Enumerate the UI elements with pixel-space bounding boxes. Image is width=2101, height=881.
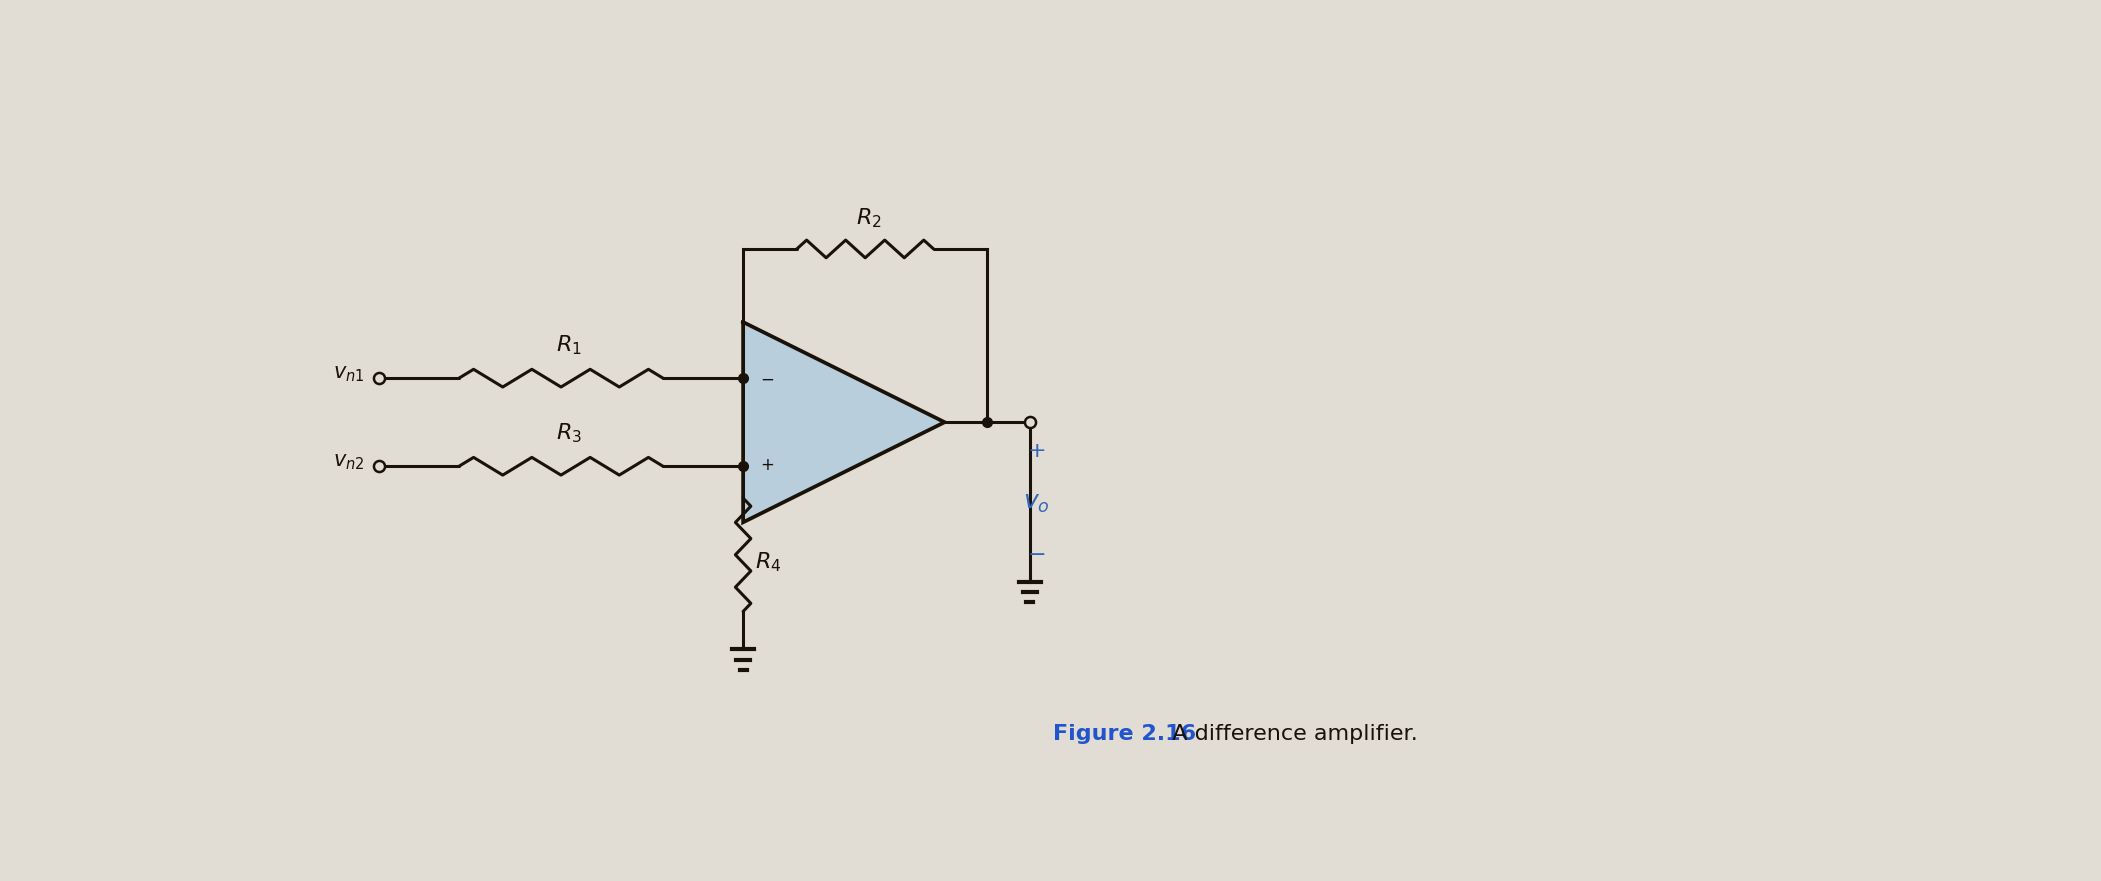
Polygon shape: [744, 322, 945, 522]
Text: $v_{n2}$: $v_{n2}$: [334, 452, 366, 472]
Text: $v_{n1}$: $v_{n1}$: [334, 365, 366, 384]
Text: $+$: $+$: [761, 455, 775, 474]
Text: $-$: $-$: [1027, 543, 1044, 563]
Text: $v_o$: $v_o$: [1023, 491, 1048, 515]
Text: $+$: $+$: [1027, 441, 1044, 462]
Text: $R_2$: $R_2$: [857, 206, 882, 230]
Text: $R_3$: $R_3$: [557, 422, 582, 446]
Text: A difference amplifier.: A difference amplifier.: [1158, 724, 1418, 744]
Text: Figure 2.16: Figure 2.16: [1053, 724, 1195, 744]
Text: $R_1$: $R_1$: [557, 334, 582, 358]
Text: $-$: $-$: [761, 369, 775, 387]
Text: $R_4$: $R_4$: [754, 551, 782, 574]
